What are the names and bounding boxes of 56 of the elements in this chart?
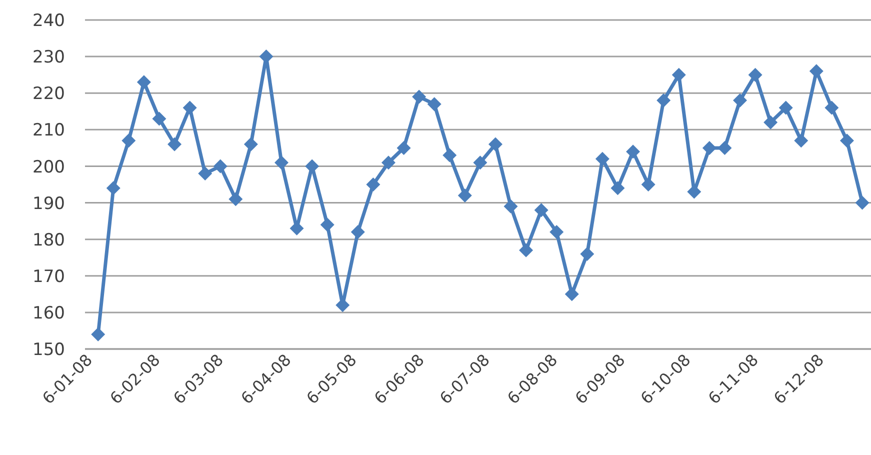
point [228,192,243,206]
point [366,178,380,192]
point [626,144,640,159]
point [198,166,212,181]
point [764,115,778,130]
y-tick-label: 190 [32,194,65,214]
point [855,196,870,210]
y-tick-label: 200 [32,157,65,178]
point [610,181,625,196]
point [550,225,564,240]
point [488,137,502,152]
point [213,159,228,174]
point [427,97,442,112]
point [840,134,854,148]
point [458,188,472,202]
point [656,93,671,108]
point [412,90,426,104]
y-tick-label: 160 [32,303,65,324]
point [702,140,716,155]
point [733,93,747,108]
point [442,148,457,162]
y-tick-label: 240 [32,11,65,32]
y-tick-label: 170 [32,266,65,287]
point [91,327,106,342]
point [641,178,656,192]
point [320,218,334,232]
y-tick-label: 150 [32,340,65,360]
point [672,68,686,82]
point [244,137,258,152]
point [534,203,548,218]
point [350,225,365,240]
point [122,134,136,148]
point [519,243,534,258]
point [595,152,610,166]
point [504,199,518,214]
point [106,181,120,196]
point [748,68,762,82]
y-tick-label: 210 [32,120,65,141]
point [381,156,396,170]
point [396,140,411,155]
point [564,287,579,302]
point [809,64,824,78]
point [136,75,151,90]
point [580,246,594,261]
y-tick-label: 230 [32,48,65,68]
point [168,137,182,152]
y-tick-label: 180 [32,230,65,250]
point [778,100,793,115]
point [152,112,166,126]
point [718,140,732,155]
point [794,134,808,148]
point [182,100,197,115]
point [473,156,488,170]
y-tick-label: 220 [32,84,65,104]
point [274,156,288,170]
point [824,100,839,115]
